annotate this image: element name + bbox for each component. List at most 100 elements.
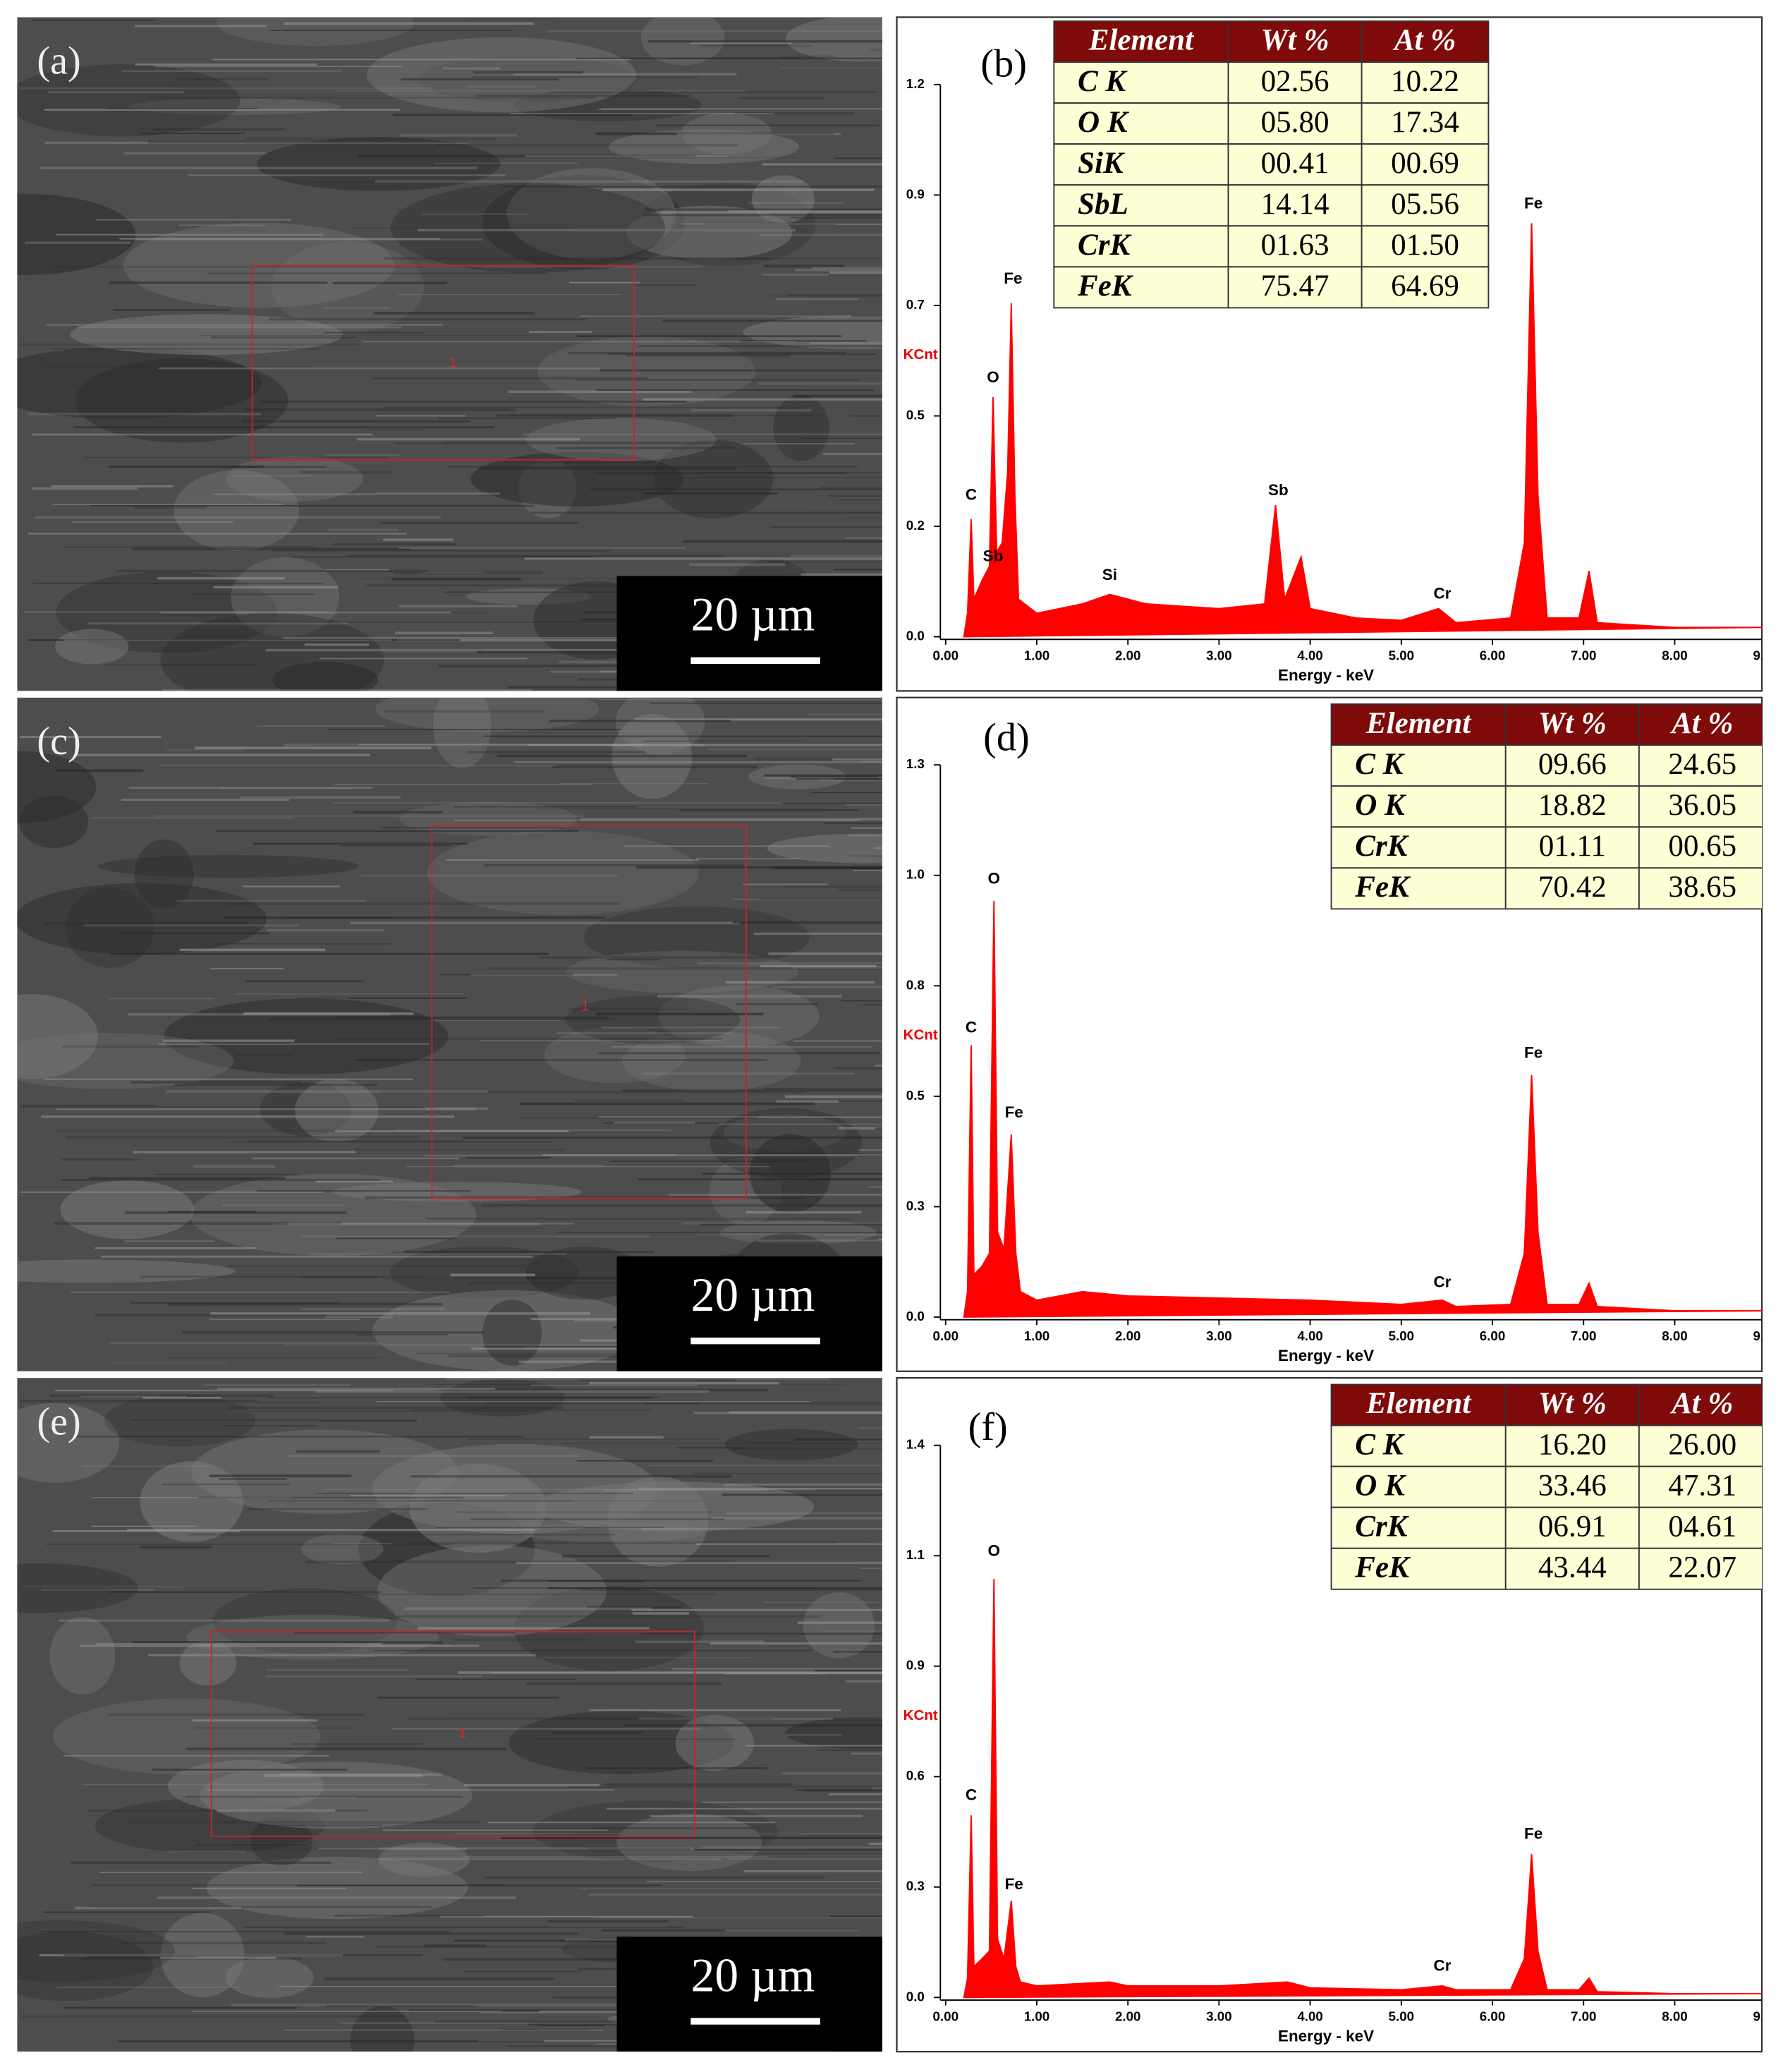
texture-blob <box>17 1033 234 1089</box>
table-header-cell <box>1361 20 1490 63</box>
texture-blob <box>658 985 820 1048</box>
element-name: O K <box>1355 1469 1407 1502</box>
table-value: 47.31 <box>1668 1469 1736 1502</box>
scale-bar-box <box>616 576 882 691</box>
texture-blob <box>95 1798 325 1854</box>
region-label: 1 <box>581 998 589 1014</box>
table-value: 70.42 <box>1538 871 1607 904</box>
texture-blob <box>544 1026 686 1084</box>
y-tick-label: 0.0 <box>906 629 925 643</box>
table-value: 24.65 <box>1668 748 1736 781</box>
texture-blob <box>616 1813 762 1871</box>
texture-blob <box>525 1246 644 1300</box>
x-tick-label: 3.00 <box>1206 2009 1231 2023</box>
y-tick-label: 0.3 <box>906 1198 925 1213</box>
peak-label: Sb <box>1268 481 1289 499</box>
texture-blob <box>518 1522 705 1543</box>
texture-blob <box>17 1563 138 1613</box>
table-value: 17.34 <box>1391 106 1459 139</box>
texture-blob <box>377 1545 607 1637</box>
table-header: At % <box>1669 1387 1733 1420</box>
table-value: 14.14 <box>1261 188 1329 221</box>
x-tick-label: 6.00 <box>1480 1328 1505 1343</box>
table-cell <box>1227 266 1363 309</box>
texture-blob <box>332 1182 583 1202</box>
texture-blob <box>134 839 194 909</box>
texture-blob <box>17 64 241 137</box>
x-tick-label: 0.00 <box>933 2009 959 2023</box>
table-cell <box>1638 744 1763 787</box>
texture-blob <box>212 1588 397 1654</box>
x-tick-label: 7.00 <box>1571 2009 1596 2023</box>
table-header-cell <box>1504 703 1640 746</box>
table-value: 43.44 <box>1538 1551 1607 1584</box>
texture-blob <box>565 995 741 1044</box>
scale-bar-text: 20 µm <box>691 588 815 641</box>
element-name: C K <box>1078 65 1128 98</box>
texture-blob <box>75 358 288 443</box>
y-tick-label: 0.9 <box>906 186 925 201</box>
peak-label: Si <box>1102 566 1117 583</box>
table-header: Wt % <box>1538 707 1607 740</box>
panel-label: (e) <box>37 1400 80 1443</box>
x-tick-label: 0.00 <box>933 1328 959 1343</box>
sem-image: 1 20 µm (c) <box>17 697 882 1371</box>
element-name: FeK <box>1354 1551 1411 1584</box>
element-name: FeK <box>1077 269 1134 303</box>
table-cell <box>1330 867 1507 910</box>
x-tick-label: 4.00 <box>1297 2009 1322 2023</box>
table-header-cell <box>1330 703 1507 746</box>
table-value: 00.69 <box>1391 147 1459 180</box>
table-value: 02.56 <box>1261 65 1329 98</box>
texture-blob <box>350 2006 415 2052</box>
y-tick-label: 0.5 <box>906 407 925 422</box>
x-tick-label: 1.00 <box>1024 648 1049 663</box>
x-axis-label: Energy - keV <box>1278 2027 1374 2044</box>
peak-label: Fe <box>1524 1825 1542 1843</box>
texture-blob <box>367 37 636 113</box>
y-axis-label: KCnt <box>903 1707 938 1723</box>
texture-blob <box>190 1173 477 1256</box>
texture-blob <box>508 1710 735 1774</box>
x-axis-label: Energy - keV <box>1278 1347 1374 1364</box>
texture-blob <box>250 1816 313 1866</box>
y-tick-label: 1.3 <box>906 756 925 771</box>
y-tick-label: 0.5 <box>906 1088 925 1103</box>
table-header: At % <box>1392 24 1456 57</box>
peak-label: Fe <box>1524 195 1542 212</box>
y-tick-label: 1.4 <box>906 1437 925 1452</box>
table-header: Element <box>1088 24 1195 57</box>
y-tick-label: 0.6 <box>906 1768 925 1783</box>
table-cell <box>1361 143 1490 186</box>
texture-blob <box>389 1246 580 1299</box>
texture-blob <box>375 697 600 732</box>
texture-blob <box>179 1640 237 1686</box>
texture-blob <box>174 470 300 551</box>
x-tick-label: 8.00 <box>1662 648 1687 663</box>
peak-label: Fe <box>1005 1103 1023 1121</box>
table-header-cell <box>1638 703 1763 746</box>
texture-blob <box>260 1082 352 1137</box>
sem-image: 1 20 µm (e) <box>17 1378 882 2052</box>
y-axis-label: KCnt <box>903 346 938 363</box>
table-cell <box>1361 225 1490 268</box>
table-value: 38.65 <box>1668 871 1736 904</box>
x-tick-label: 2.00 <box>1115 1328 1140 1343</box>
x-tick-label: 7.00 <box>1571 648 1596 663</box>
x-tick-label: 3.00 <box>1206 1328 1231 1343</box>
peak-label: C <box>966 1018 977 1036</box>
scale-bar-box <box>616 1256 882 1371</box>
analysis-region <box>251 265 635 461</box>
texture-blob <box>537 336 756 406</box>
table-value: 36.05 <box>1668 789 1736 822</box>
x-tick-label: 9.00 <box>1753 648 1778 663</box>
scale-bar-text: 20 µm <box>691 1268 815 1321</box>
table-cell <box>1504 785 1640 828</box>
table-value: 04.61 <box>1668 1510 1736 1543</box>
x-tick-label: 2.00 <box>1115 648 1140 663</box>
peak-label: O <box>988 870 1000 887</box>
texture-blob <box>17 883 267 955</box>
panel-label: (f) <box>968 1405 1008 1449</box>
table-value: 00.41 <box>1261 147 1329 180</box>
